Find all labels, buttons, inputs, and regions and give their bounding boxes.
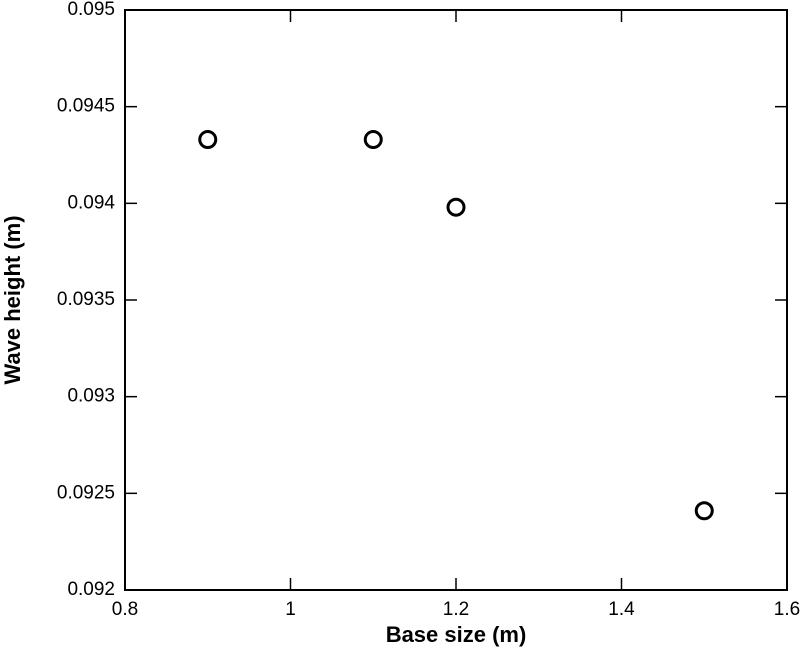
x-tick-label: 1.2 (443, 599, 469, 620)
x-tick-label: 1 (285, 599, 296, 620)
data-point (363, 130, 383, 150)
y-tick-label: 0.0945 (57, 96, 115, 117)
data-point (446, 197, 466, 217)
data-point (694, 501, 714, 521)
x-tick-label: 1.6 (774, 599, 800, 620)
y-tick-label: 0.094 (67, 192, 115, 213)
y-tick-label: 0.092 (67, 579, 115, 600)
data-point (198, 130, 218, 150)
plot-frame (124, 9, 788, 591)
x-tick-label: 1.4 (608, 599, 635, 620)
y-tick-label: 0.095 (67, 0, 115, 20)
y-tick-label: 0.0925 (57, 482, 115, 503)
y-tick-label: 0.0935 (57, 289, 115, 310)
y-tick-label: 0.093 (67, 386, 115, 407)
y-axis-label: Wave height (m) (0, 215, 25, 384)
x-axis-label: Base size (m) (386, 622, 527, 647)
x-tick-label: 0.8 (112, 599, 138, 620)
